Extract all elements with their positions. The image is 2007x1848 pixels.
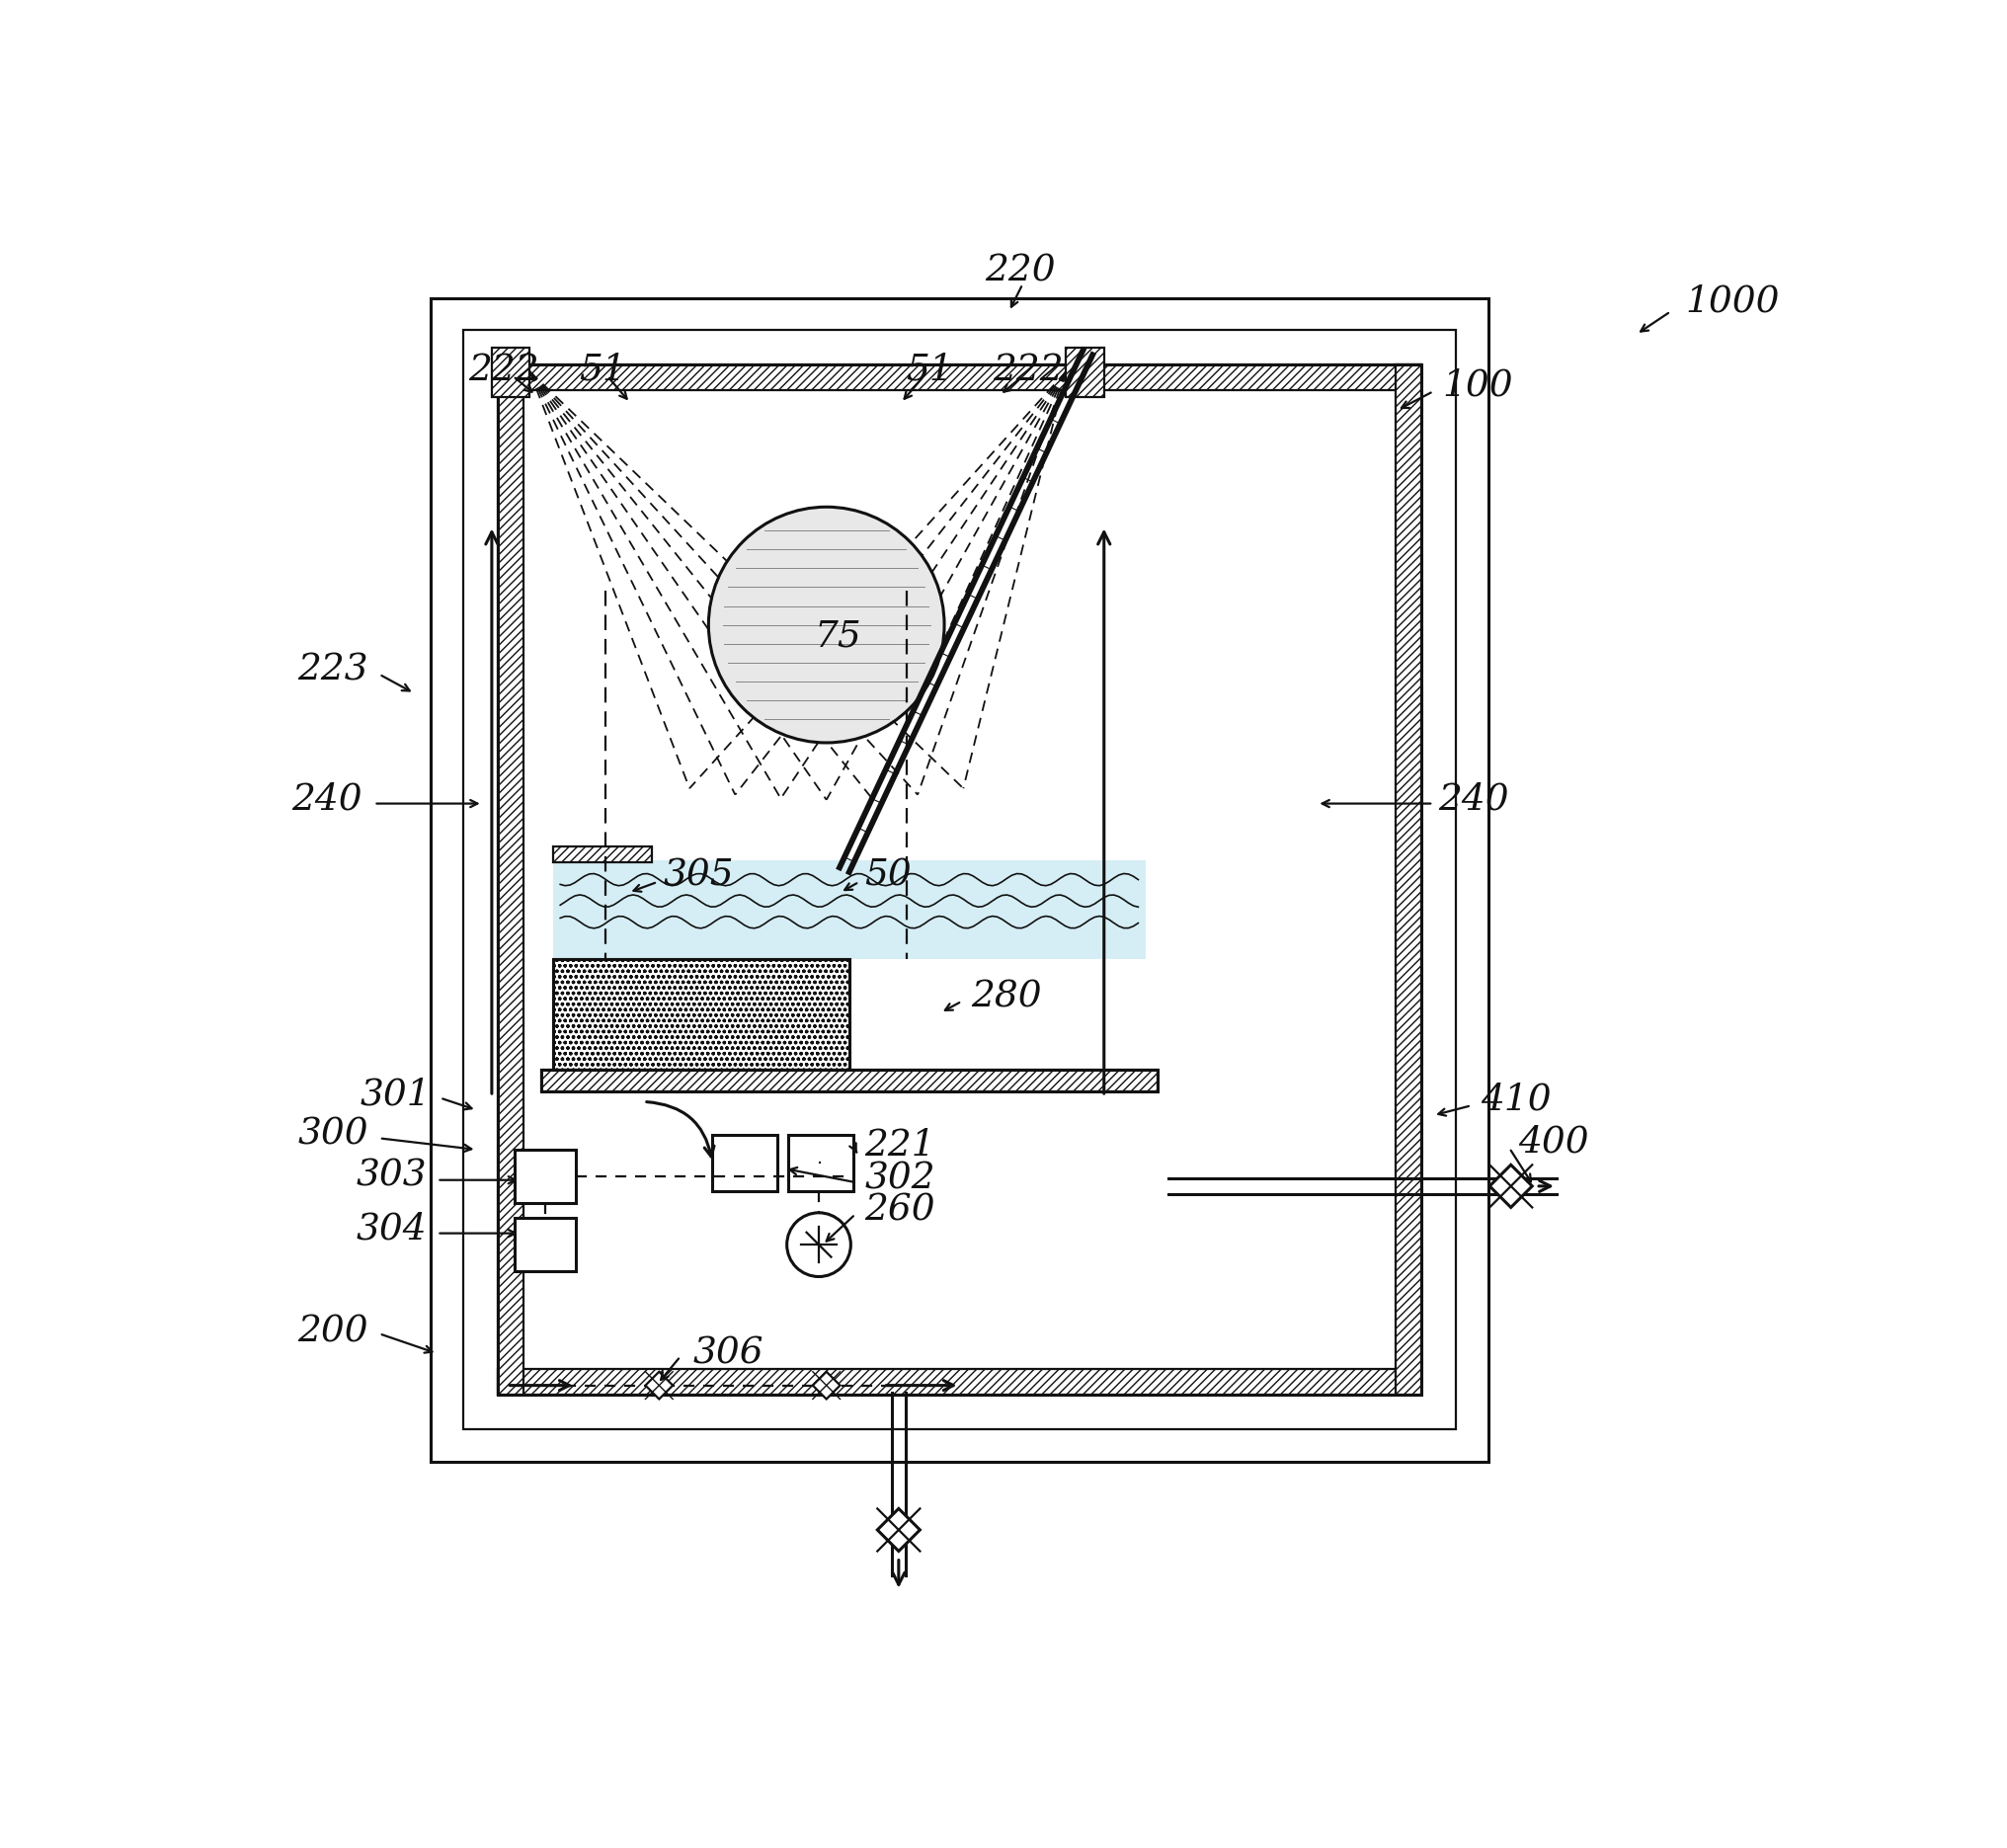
Bar — [498, 364, 1421, 390]
Bar — [542, 1070, 1156, 1090]
Text: 303: 303 — [355, 1159, 427, 1194]
Text: 305: 305 — [662, 857, 733, 894]
Text: 223: 223 — [297, 652, 369, 687]
Text: 75: 75 — [815, 619, 861, 654]
Text: 302: 302 — [865, 1161, 935, 1196]
Text: 240: 240 — [291, 782, 363, 817]
Bar — [1066, 347, 1104, 397]
Text: 306: 306 — [692, 1336, 765, 1371]
Text: 50: 50 — [865, 857, 911, 894]
Text: 400: 400 — [1517, 1124, 1588, 1161]
Bar — [498, 1369, 1421, 1395]
Text: 100: 100 — [1441, 368, 1513, 403]
Polygon shape — [644, 1371, 672, 1399]
Bar — [789, 1135, 853, 1192]
Polygon shape — [1489, 1164, 1531, 1207]
Bar — [464, 329, 1455, 1430]
Bar — [524, 390, 1395, 1369]
Text: 222: 222 — [468, 353, 538, 388]
Text: 220: 220 — [985, 253, 1056, 288]
Text: 1000: 1000 — [1686, 285, 1780, 320]
Text: 301: 301 — [359, 1077, 432, 1112]
Bar — [514, 1149, 576, 1203]
Text: 280: 280 — [971, 979, 1042, 1015]
Bar — [492, 347, 530, 397]
Text: 222: 222 — [991, 353, 1064, 388]
Bar — [542, 1070, 1156, 1090]
Text: 260: 260 — [865, 1192, 935, 1229]
Bar — [498, 364, 524, 1395]
Text: 304: 304 — [355, 1212, 427, 1247]
Polygon shape — [877, 1508, 919, 1550]
Bar — [432, 298, 1487, 1462]
Bar — [1395, 364, 1421, 1395]
Text: 51: 51 — [578, 353, 626, 388]
Text: 240: 240 — [1437, 782, 1509, 817]
Circle shape — [787, 1212, 851, 1277]
Text: 200: 200 — [297, 1314, 369, 1349]
Text: 300: 300 — [297, 1116, 369, 1151]
Bar — [552, 959, 849, 1070]
Circle shape — [708, 506, 943, 743]
Bar — [514, 1218, 576, 1271]
Text: 410: 410 — [1479, 1083, 1551, 1118]
Bar — [552, 861, 1146, 959]
Bar — [498, 364, 1421, 1395]
Bar — [712, 1135, 777, 1192]
Text: 51: 51 — [905, 353, 951, 388]
Bar — [552, 846, 650, 863]
Bar — [552, 959, 849, 1070]
Text: 221: 221 — [865, 1127, 935, 1164]
Polygon shape — [813, 1371, 839, 1399]
